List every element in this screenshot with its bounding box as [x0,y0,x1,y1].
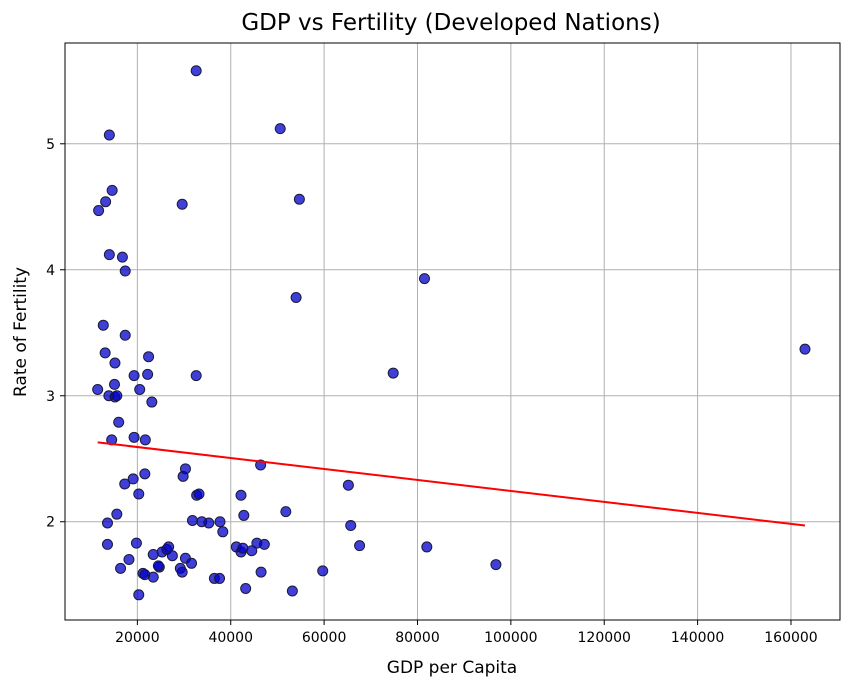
data-point [123,554,135,566]
data-point [799,343,811,355]
x-tick-label: 120000 [578,630,631,646]
x-tick-label: 40000 [208,630,253,646]
data-point [111,390,123,402]
data-point [92,383,104,395]
chart-title: GDP vs Fertility (Developed Nations) [241,10,660,36]
data-point [179,463,191,475]
x-tick-label: 20000 [115,630,160,646]
data-point [166,550,178,562]
data-point [108,378,120,390]
y-tick-label: 3 [46,389,55,405]
data-point [214,572,226,584]
x-tick-label: 80000 [395,630,440,646]
plot-frame [64,42,841,621]
x-axis-label: GDP per Capita [387,658,517,678]
data-point [152,560,164,572]
y-tick-label: 5 [46,137,55,153]
data-point [133,589,145,601]
data-point [139,468,151,480]
data-point [186,514,198,526]
data-point [128,370,140,382]
data-points [92,65,811,601]
data-point [142,368,154,380]
data-point [109,357,121,369]
data-point [214,516,226,528]
data-point [103,129,115,141]
data-point [103,249,115,261]
axis-ticks: 20000 40000 60000 80000 100000 120000 140000 16… [46,137,818,646]
data-point [246,545,258,557]
x-tick-label: 160000 [764,630,817,646]
data-point [342,479,354,491]
data-point [286,585,298,597]
data-point [113,416,125,428]
data-point [111,508,123,520]
data-point [133,488,145,500]
data-point [317,565,329,577]
data-point [143,351,155,363]
trendline-layer [97,441,806,527]
data-point [190,370,202,382]
data-point [127,473,139,485]
x-tick-label: 60000 [302,630,347,646]
data-point [240,583,252,595]
data-point [421,541,433,553]
data-point [387,367,399,379]
trendline [97,441,806,527]
data-point [119,265,131,277]
data-point [238,509,250,521]
data-point [147,571,159,583]
data-point [99,347,111,359]
data-point [258,538,270,550]
data-point [418,273,430,285]
data-point [193,488,205,500]
data-point [354,540,366,552]
data-point [139,434,151,446]
y-axis-label: Rate of Fertility [11,267,31,397]
data-point [97,319,109,331]
data-point [100,196,112,208]
data-point [130,537,142,549]
x-tick-label: 140000 [671,630,724,646]
x-tick-label: 100000 [484,630,537,646]
data-point [190,65,202,77]
data-point [146,396,158,408]
data-point [176,566,188,578]
data-point [106,184,118,196]
data-point [490,559,502,571]
data-point [119,329,131,341]
grid [65,43,840,620]
data-point [345,520,357,532]
data-point [128,431,140,443]
data-point [274,123,286,135]
data-point [119,478,131,490]
y-tick-label: 2 [46,515,55,531]
data-point [217,526,229,538]
data-point [203,517,215,529]
data-point [93,205,105,217]
data-point [115,562,127,574]
data-point [235,489,247,501]
data-point [293,193,305,205]
data-point [290,291,302,303]
data-point [116,251,128,263]
y-tick-label: 4 [46,263,55,279]
data-point [101,517,113,529]
data-point [280,506,292,518]
data-point [101,538,113,550]
data-point [134,383,146,395]
data-point [255,566,267,578]
data-point [176,198,188,210]
data-point [186,557,198,569]
